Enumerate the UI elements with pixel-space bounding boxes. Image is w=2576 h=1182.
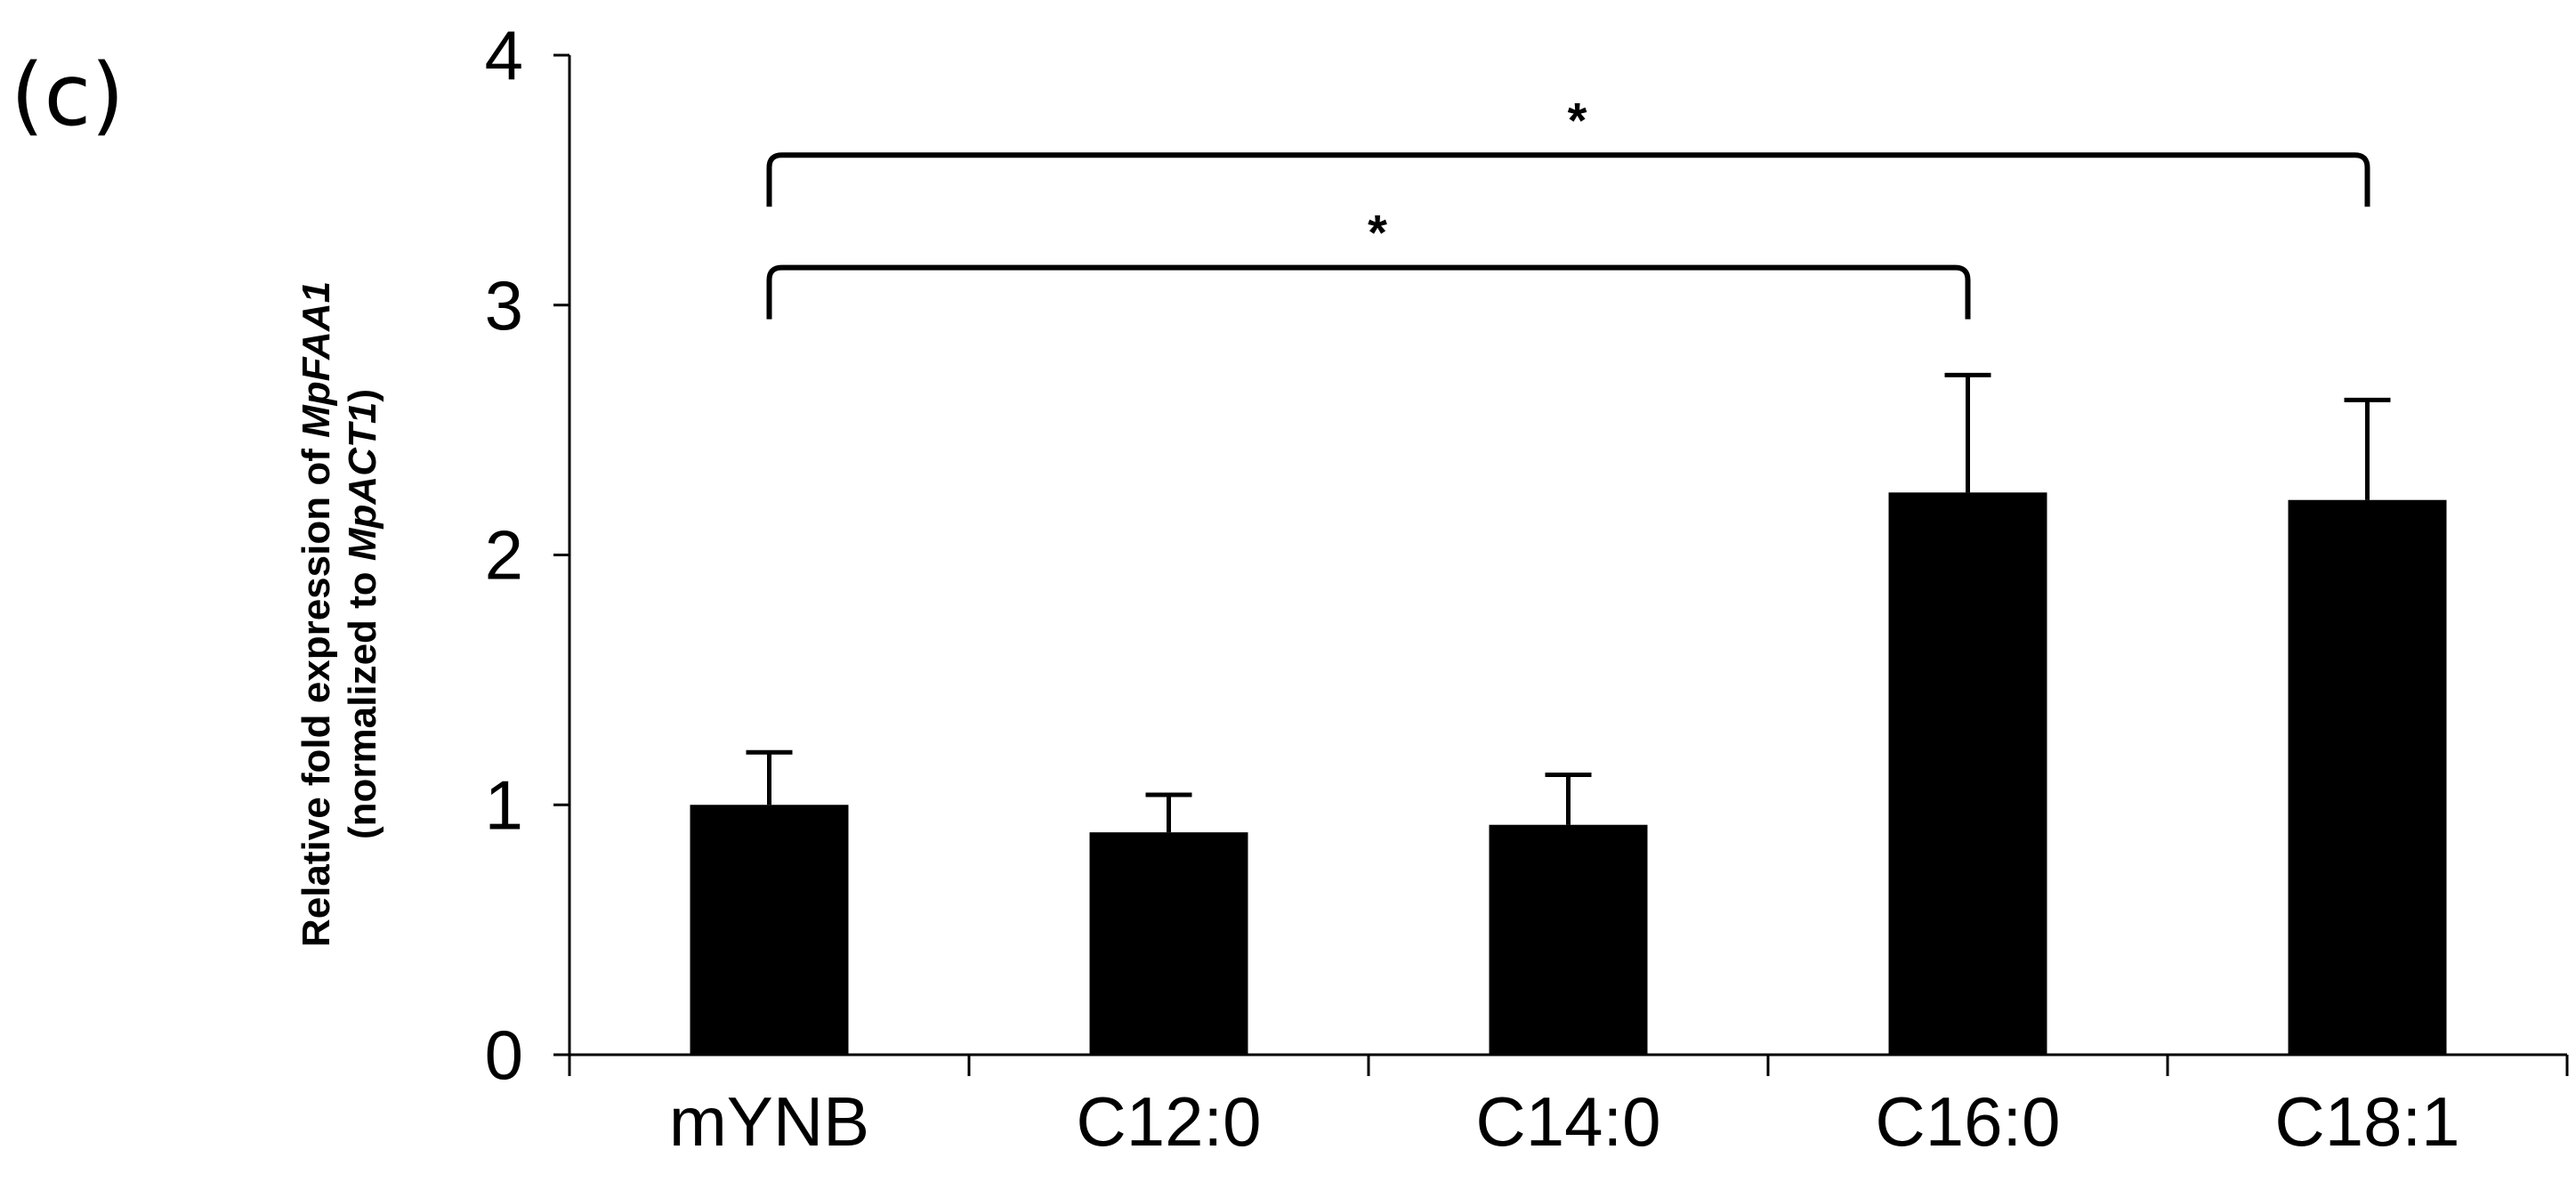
y-axis-label-line1: Relative fold expression of MpFAA1 xyxy=(295,281,338,947)
y-axis-label: Relative fold expression of MpFAA1 (norm… xyxy=(295,281,384,947)
x-tick-label: C12:0 xyxy=(1076,1082,1261,1161)
bar xyxy=(1888,492,2047,1055)
x-tick-label: mYNB xyxy=(669,1082,869,1161)
bar xyxy=(1489,824,1648,1055)
panel-label: (c) xyxy=(11,45,125,145)
y-tick-label: 0 xyxy=(485,1016,523,1094)
x-tick-label: C14:0 xyxy=(1475,1082,1660,1161)
plot-area: 0 1 2 3 4 mYNB C12:0 C14:0 C16:0 C18:1 * * xyxy=(485,16,2569,1161)
y-axis-label-line2: (normalized to MpACT1) xyxy=(341,389,384,839)
significance-bracket xyxy=(766,264,1971,320)
y-tick-label: 3 xyxy=(485,266,523,344)
bar xyxy=(690,805,849,1055)
significance-bracket xyxy=(766,152,2370,207)
y-tick-label: 1 xyxy=(485,765,523,844)
x-tick-label: C18:1 xyxy=(2274,1082,2459,1161)
significance-label: * xyxy=(1568,92,1587,148)
bar xyxy=(2288,499,2447,1055)
y-tick-label: 4 xyxy=(485,16,523,94)
x-tick-label: C16:0 xyxy=(1875,1082,2060,1161)
y-tick-label: 2 xyxy=(485,516,523,595)
bar xyxy=(1089,832,1248,1055)
significance-label: * xyxy=(1368,205,1387,261)
